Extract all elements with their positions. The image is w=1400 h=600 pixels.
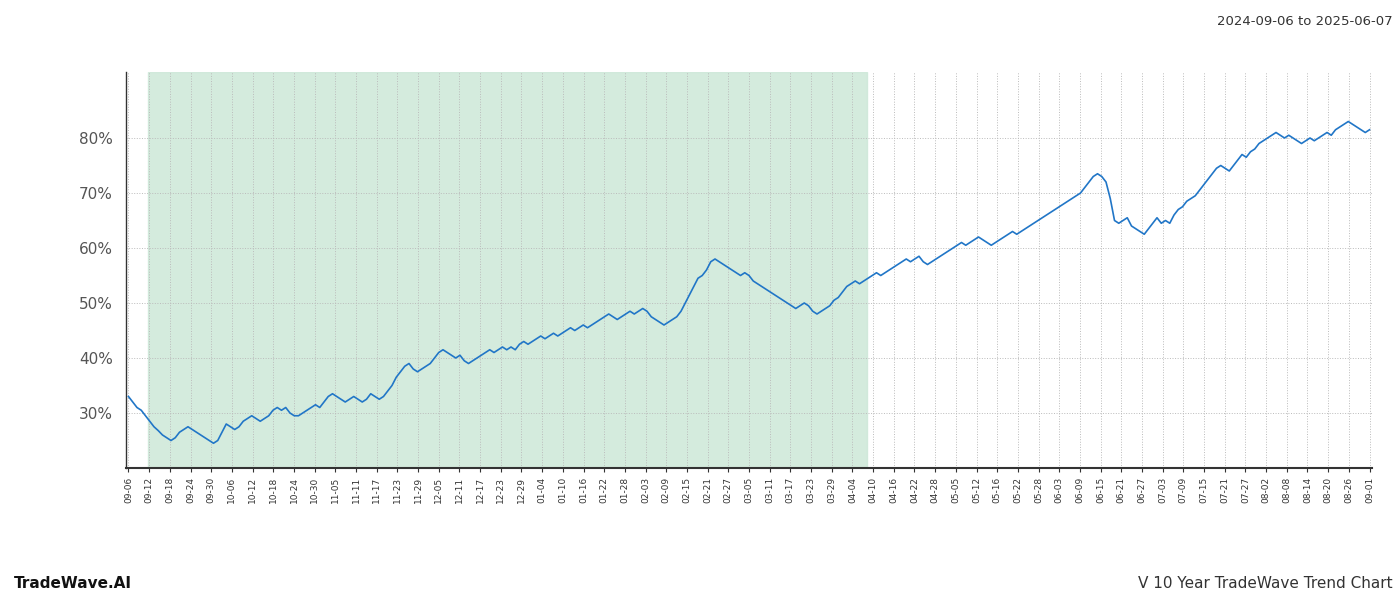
Text: 2024-09-06 to 2025-06-07: 2024-09-06 to 2025-06-07	[1218, 15, 1393, 28]
Text: V 10 Year TradeWave Trend Chart: V 10 Year TradeWave Trend Chart	[1138, 576, 1393, 591]
Text: TradeWave.AI: TradeWave.AI	[14, 576, 132, 591]
Bar	[148, 72, 867, 468]
